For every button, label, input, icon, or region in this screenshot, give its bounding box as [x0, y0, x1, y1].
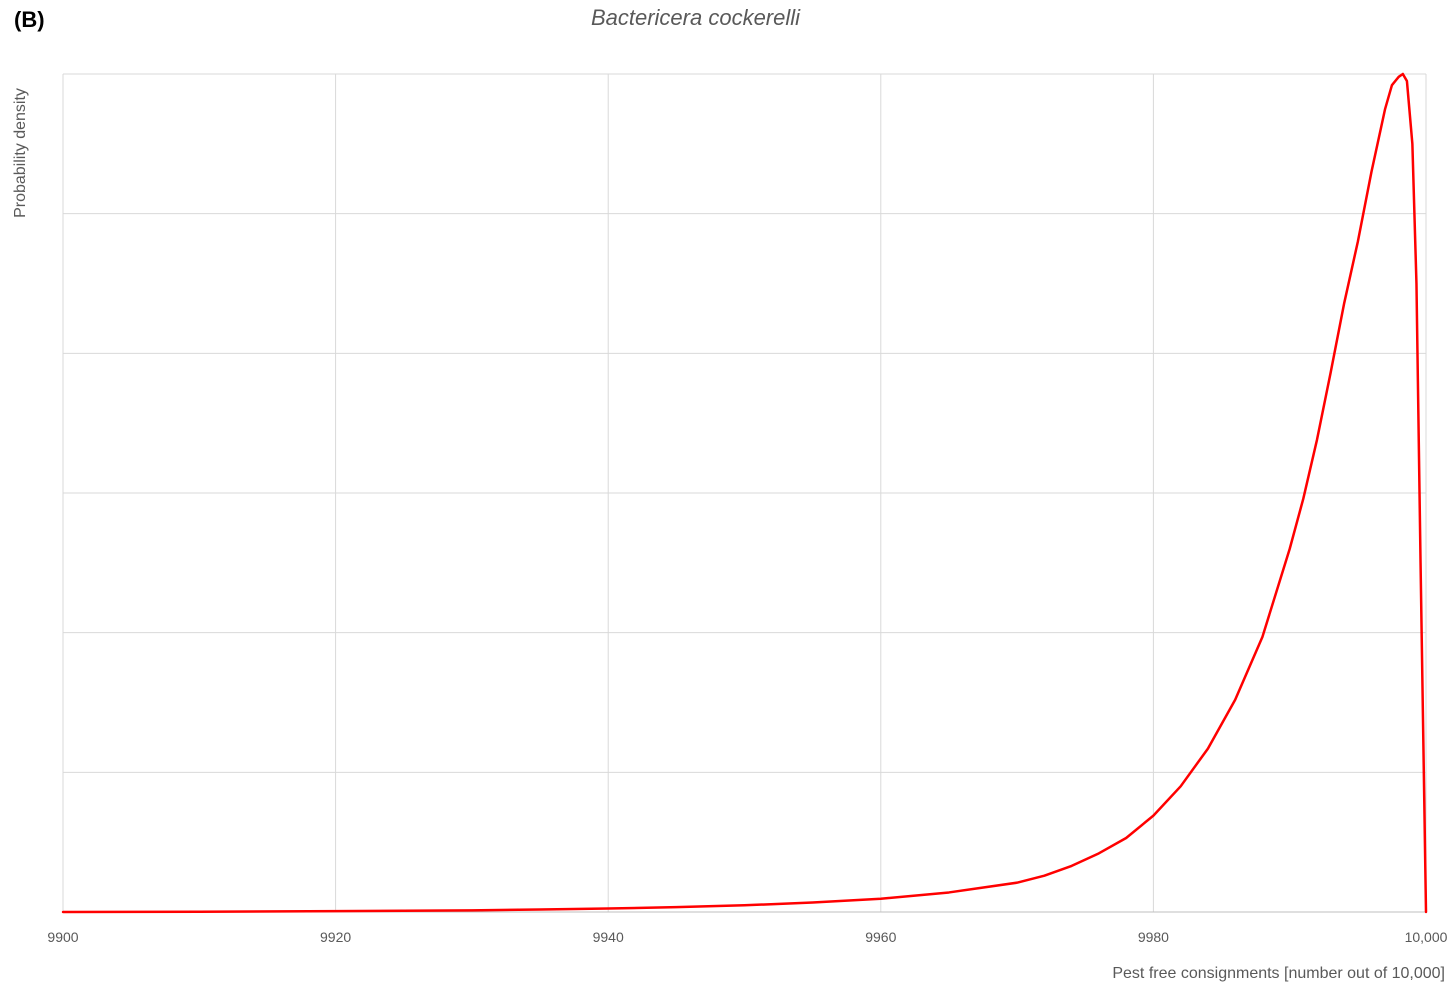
x-tick-label: 9920 — [320, 929, 351, 945]
x-tick-label: 10,000 — [1405, 929, 1448, 945]
x-axis-ticks: 9900 9920 9940 9960 9980 10,000 — [47, 929, 1447, 945]
x-tick-label: 9980 — [1138, 929, 1169, 945]
x-tick-label: 9960 — [865, 929, 896, 945]
series-line — [61, 72, 1428, 914]
x-tick-label: 9940 — [593, 929, 624, 945]
chart-title: Bactericera cockerelli — [590, 5, 801, 30]
panel-label: (B) — [14, 7, 45, 32]
x-tick-label: 9900 — [47, 929, 78, 945]
gridlines — [62, 73, 1427, 913]
series-layer — [61, 72, 1428, 914]
x-axis-label: Pest free consignments [number out of 10… — [1112, 965, 1445, 982]
